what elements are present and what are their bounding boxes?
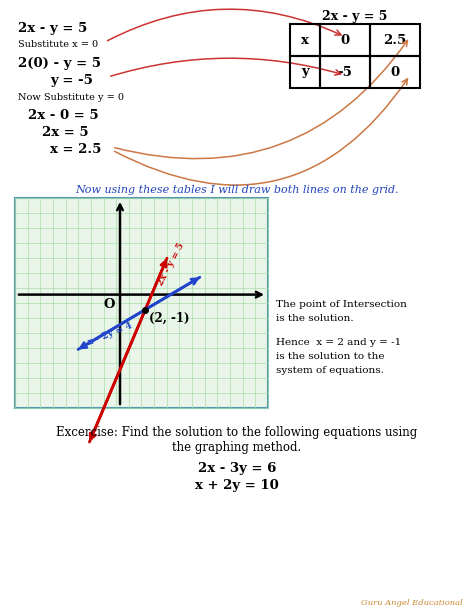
Bar xyxy=(320,56,370,88)
Text: -5: -5 xyxy=(337,66,353,78)
Text: 2x - 3y = 6: 2x - 3y = 6 xyxy=(198,462,276,475)
Bar xyxy=(320,24,370,56)
Text: x = 2.5: x = 2.5 xyxy=(50,143,101,156)
Text: x: x xyxy=(301,34,309,47)
Text: is the solution to the: is the solution to the xyxy=(276,352,384,360)
Bar xyxy=(370,56,420,88)
Text: y = -5: y = -5 xyxy=(50,74,93,87)
Text: system of equations.: system of equations. xyxy=(276,365,384,375)
Text: is the solution.: is the solution. xyxy=(276,314,354,322)
Text: (2, -1): (2, -1) xyxy=(149,311,190,325)
Text: 2x - y = 5: 2x - y = 5 xyxy=(155,241,186,287)
Text: 2x - y = 5: 2x - y = 5 xyxy=(18,22,87,35)
Text: 0: 0 xyxy=(340,34,349,47)
Text: Substitute x = 0: Substitute x = 0 xyxy=(18,40,98,49)
Text: y: y xyxy=(301,66,309,78)
Bar xyxy=(370,24,420,56)
Bar xyxy=(15,198,268,408)
Text: Now Substitute y = 0: Now Substitute y = 0 xyxy=(18,93,124,102)
Text: Excercise: Find the solution to the following equations using: Excercise: Find the solution to the foll… xyxy=(56,426,418,439)
Bar xyxy=(290,24,320,56)
Text: The point of Intersection: The point of Intersection xyxy=(276,300,407,308)
Text: 2(0) - y = 5: 2(0) - y = 5 xyxy=(18,57,101,70)
Text: Now using these tables I will draw both lines on the grid.: Now using these tables I will draw both … xyxy=(75,185,399,195)
Text: 2x = 5: 2x = 5 xyxy=(42,126,89,139)
Text: x + 2y = 10: x + 2y = 10 xyxy=(195,479,279,492)
Text: the graphing method.: the graphing method. xyxy=(173,441,301,454)
Text: 2x - y = 5: 2x - y = 5 xyxy=(322,10,388,23)
Text: x - 2y = 4: x - 2y = 4 xyxy=(86,321,133,348)
Text: 0: 0 xyxy=(391,66,400,78)
Bar xyxy=(290,56,320,88)
Text: Guru Angel Educational: Guru Angel Educational xyxy=(361,599,463,607)
Text: 2.5: 2.5 xyxy=(383,34,407,47)
Text: 2x - 0 = 5: 2x - 0 = 5 xyxy=(28,109,99,122)
Text: O: O xyxy=(103,297,115,311)
Text: Hence  x = 2 and y = -1: Hence x = 2 and y = -1 xyxy=(276,338,401,346)
